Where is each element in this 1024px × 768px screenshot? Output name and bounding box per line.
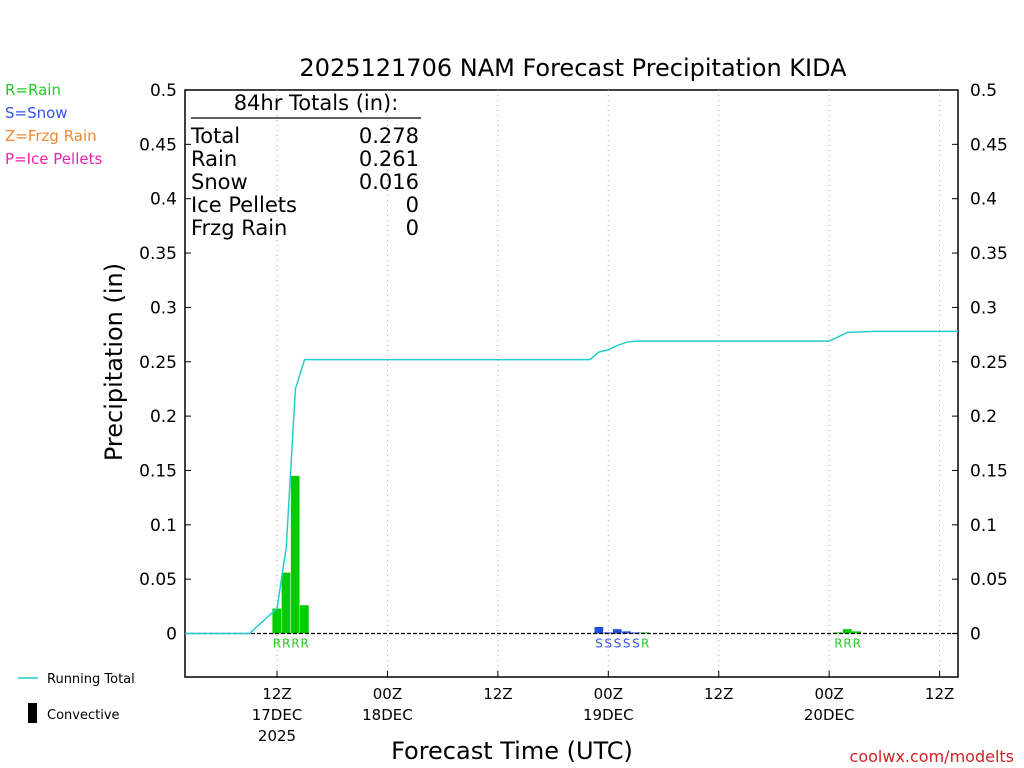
totals-box: 84hr Totals (in): Total 0.278 Rain 0.261…: [190, 91, 421, 240]
y-tick-label-right-6: 0.3: [970, 298, 997, 318]
totals-label-total: Total: [190, 124, 240, 148]
y-tick-label-left-4: 0.2: [150, 407, 177, 427]
y-tick-label-right-9: 0.45: [970, 135, 1008, 155]
y-axis-ticks: 0 00.05 0.050.1 0.10.15 0.150.2 0.20.25 0.250.…: [139, 81, 1008, 645]
precip-bar-4: [594, 626, 604, 634]
totals-label-snow: Snow: [191, 170, 248, 194]
y-tick-label-right-7: 0.35: [970, 244, 1008, 264]
precip-bar-12: [852, 631, 861, 634]
precip-bar-6: [612, 629, 622, 634]
y-tick-label-right-1: 0.05: [970, 570, 1008, 590]
watermark: coolwx.com/modelts: [850, 747, 1014, 766]
plot-frame: [184, 89, 959, 678]
precip-type-letter-8: S: [632, 637, 640, 651]
x-axis-ticks: 12Z 17DEC 2025 00Z 18DEC 12Z 00Z 19DEC 12Z 00Z 20D…: [252, 671, 954, 745]
y-tick-label-right-4: 0.2: [970, 407, 997, 427]
y-tick-label-right-5: 0.25: [970, 353, 1008, 373]
totals-label-ice-pellets: Ice Pellets: [191, 193, 297, 217]
y-tick-label-left-0: 0: [166, 625, 177, 645]
legend-rain: R=Rain: [5, 81, 61, 99]
precipitation-bars: [272, 475, 861, 634]
y-tick-label-left-2: 0.1: [150, 516, 177, 536]
x-tick-label-5: 00Z: [814, 685, 843, 703]
legend-convective: Convective: [47, 708, 120, 723]
y-tick-label-left-6: 0.3: [150, 298, 177, 318]
convective-legend-swatch: [28, 703, 37, 723]
x-tick-date-0: 17DEC: [252, 706, 303, 724]
legend-ice-pellets: P=Ice Pellets: [5, 150, 102, 168]
precip-bar-1: [281, 572, 291, 634]
running-total-line: [185, 330, 958, 635]
totals-value-rain: 0.261: [359, 147, 419, 171]
y-tick-label-left-10: 0.5: [150, 81, 177, 101]
precip-type-letter-7: S: [623, 637, 631, 651]
x-tick-label-4: 12Z: [704, 685, 733, 703]
x-tick-label-6: 12Z: [925, 685, 954, 703]
precip-type-letter-3: R: [300, 637, 308, 651]
precip-bar-3: [300, 605, 309, 634]
x-tick-label-3: 00Z: [594, 685, 623, 703]
totals-label-frzg-rain: Frzg Rain: [191, 216, 287, 240]
x-tick-date-1: 18DEC: [362, 706, 413, 724]
precip-type-letter-1: R: [282, 637, 290, 651]
precip-type-letter-10: R: [834, 637, 842, 651]
x-tick-date-5: 20DEC: [804, 706, 855, 724]
legend-running-total: Running Total: [47, 672, 135, 687]
precip-bar-7: [622, 631, 631, 634]
totals-label-rain: Rain: [191, 147, 237, 171]
x-tick-label-0: 12Z: [262, 685, 291, 703]
totals-heading: 84hr Totals (in):: [234, 91, 399, 115]
totals-value-snow: 0.016: [359, 170, 419, 194]
y-axis-label: Precipitation (in): [100, 263, 128, 461]
precip-type-letter-9: R: [641, 637, 649, 651]
x-axis-label: Forecast Time (UTC): [391, 737, 633, 765]
precip-type-letter-5: S: [604, 637, 612, 651]
y-tick-label-left-9: 0.45: [139, 135, 177, 155]
x-tick-year-0: 2025: [258, 727, 296, 745]
series-legend: Running Total Convective: [18, 672, 135, 723]
x-tick-date-3: 19DEC: [583, 706, 634, 724]
y-tick-label-right-3: 0.15: [970, 461, 1008, 481]
totals-value-total: 0.278: [359, 124, 419, 148]
y-tick-label-right-8: 0.4: [970, 190, 997, 210]
legend-frzg-rain: Z=Frzg Rain: [5, 127, 97, 145]
x-tick-label-2: 12Z: [483, 685, 512, 703]
totals-value-frzg-rain: 0: [406, 216, 419, 240]
y-tick-label-right-0: 0: [970, 625, 981, 645]
y-tick-label-left-1: 0.05: [139, 570, 177, 590]
totals-value-ice-pellets: 0: [406, 193, 419, 217]
y-tick-label-left-7: 0.35: [139, 244, 177, 264]
precip-type-letter-0: R: [273, 637, 281, 651]
precip-bar-11: [842, 629, 852, 634]
precip-bar-10: [833, 632, 843, 634]
precip-type-letter-11: R: [843, 637, 851, 651]
y-tick-label-left-5: 0.25: [139, 353, 177, 373]
y-tick-label-right-2: 0.1: [970, 516, 997, 536]
precip-type-letter-2: R: [291, 637, 299, 651]
precip-bar-0: [272, 608, 282, 634]
precip-bar-2: [290, 475, 300, 634]
precip-type-legend: R=Rain S=Snow Z=Frzg Rain P=Ice Pellets: [5, 81, 102, 168]
precip-type-letter-4: S: [595, 637, 603, 651]
precip-type-letter-6: S: [614, 637, 622, 651]
chart-title: 2025121706 NAM Forecast Precipitation KI…: [299, 54, 847, 82]
y-tick-label-left-3: 0.15: [139, 461, 177, 481]
legend-snow: S=Snow: [5, 104, 68, 122]
y-tick-label-right-10: 0.5: [970, 81, 997, 101]
y-tick-label-left-8: 0.4: [150, 190, 177, 210]
precip-type-letter-12: R: [853, 637, 861, 651]
x-tick-label-1: 00Z: [373, 685, 402, 703]
